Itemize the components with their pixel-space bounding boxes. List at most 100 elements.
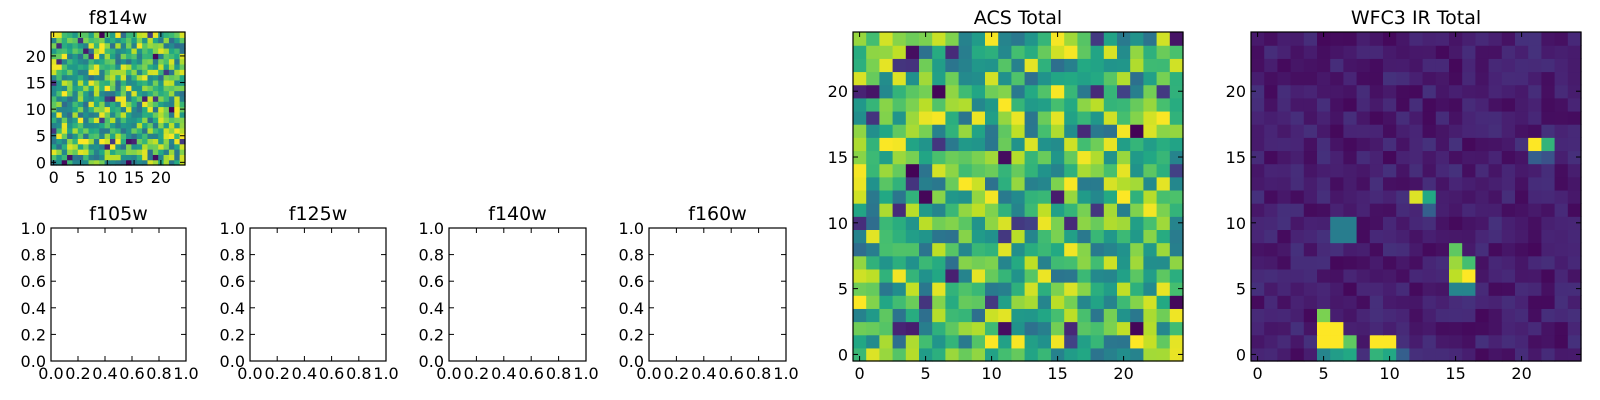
heatmap-cell — [1303, 97, 1318, 112]
heatmap-cell — [1077, 242, 1092, 257]
heatmap-cell — [1475, 282, 1490, 296]
heatmap-cell — [919, 295, 933, 309]
heatmap-cell — [109, 69, 116, 76]
heatmap-cell — [120, 106, 127, 113]
heatmap-cell — [1396, 295, 1410, 309]
heatmap-cell — [163, 85, 170, 92]
heatmap-cell — [1156, 97, 1171, 112]
heatmap-cell — [174, 85, 181, 92]
heatmap-cell — [142, 111, 149, 118]
heatmap-cell — [99, 149, 106, 155]
heatmap-cell — [1449, 137, 1463, 152]
heatmap-cell — [72, 111, 79, 118]
heatmap-cell — [174, 90, 181, 97]
heatmap-cell — [1103, 45, 1118, 59]
heatmap-cell — [1130, 347, 1144, 362]
heatmap-cell — [1515, 334, 1529, 349]
heatmap-cell — [56, 106, 63, 113]
chart-title: f160w — [688, 203, 747, 225]
heatmap-cell — [1251, 163, 1265, 178]
heatmap-cell — [83, 138, 90, 145]
heatmap-cell — [1528, 110, 1542, 125]
heatmap-cell — [919, 308, 933, 323]
heatmap-cell — [109, 154, 116, 161]
heatmap-cell — [1330, 150, 1344, 165]
heatmap-cell — [1541, 32, 1556, 46]
heatmap-cell — [1515, 71, 1529, 86]
heatmap-cell — [1409, 295, 1424, 309]
heatmap-cell — [1501, 176, 1516, 191]
heatmap-cell — [985, 242, 999, 257]
heatmap-cell — [1037, 150, 1052, 165]
heatmap-cell — [1117, 176, 1131, 191]
heatmap-cell — [1528, 295, 1542, 309]
heatmap-cell — [985, 137, 999, 152]
heatmap-cell — [1103, 163, 1118, 178]
heatmap-cell — [142, 32, 149, 38]
heatmap-cell — [1037, 203, 1052, 217]
heatmap-cell — [158, 101, 165, 108]
heatmap-cell — [1409, 216, 1424, 230]
heatmap-cell — [998, 203, 1012, 217]
heatmap-cell — [853, 189, 867, 204]
heatmap-cell — [945, 124, 960, 138]
heatmap-cell — [1011, 84, 1026, 99]
heatmap-cell — [1051, 84, 1065, 99]
heatmap-cell — [115, 63, 122, 70]
heatmap-cell — [1090, 255, 1105, 270]
heatmap-cell — [163, 37, 170, 44]
heatmap-cell — [1169, 334, 1184, 349]
heatmap-cell — [1130, 58, 1144, 73]
heatmap-cell — [99, 154, 106, 161]
heatmap-cell — [152, 133, 159, 139]
heatmap-cell — [126, 53, 132, 60]
heatmap-cell — [142, 101, 149, 108]
heatmap-cell — [88, 32, 95, 38]
heatmap-cell — [1567, 84, 1582, 99]
heatmap-cell — [1290, 189, 1305, 204]
heatmap-cell — [1369, 150, 1384, 165]
y-tick-label: 0 — [1236, 345, 1246, 364]
heatmap-cell — [1541, 308, 1556, 323]
heatmap-cell — [136, 133, 143, 139]
heatmap-cell — [1515, 84, 1529, 99]
heatmap-cell — [131, 117, 138, 124]
heatmap-cell — [1449, 347, 1463, 362]
heatmap-cell — [136, 69, 143, 76]
heatmap-cell — [67, 154, 74, 161]
heatmap-cell — [998, 124, 1012, 138]
heatmap-cell — [919, 282, 933, 296]
heatmap-cell — [174, 159, 181, 166]
heatmap-cell — [1077, 97, 1092, 112]
heatmap-cell — [109, 37, 116, 44]
heatmap-cell — [1567, 295, 1582, 309]
heatmap-cell — [1462, 71, 1476, 86]
heatmap-cell — [67, 53, 74, 60]
heatmap-cell — [1383, 58, 1397, 73]
heatmap-cell — [1343, 308, 1358, 323]
heatmap-cell — [932, 268, 946, 283]
heatmap-cell — [163, 74, 170, 81]
heatmap-cell — [1090, 58, 1105, 73]
y-tick-label: 0.2 — [419, 325, 444, 344]
heatmap-cell — [88, 149, 95, 155]
heatmap-cell — [93, 149, 100, 155]
heatmap-cell — [77, 143, 84, 150]
heatmap-cell — [109, 111, 116, 118]
heatmap-cell — [1449, 176, 1463, 191]
heatmap-cell — [932, 163, 946, 178]
heatmap-cell — [919, 110, 933, 125]
heatmap-cell — [158, 58, 165, 65]
heatmap-cell — [179, 138, 186, 145]
heatmap-cell — [1409, 189, 1424, 204]
x-tick-label: 15 — [124, 168, 144, 187]
heatmap-cell — [1330, 97, 1344, 112]
heatmap-cell — [1567, 347, 1582, 362]
heatmap-cell — [971, 203, 986, 217]
heatmap-cell — [892, 176, 907, 191]
heatmap-cell — [1169, 189, 1184, 204]
heatmap-cell — [1554, 268, 1569, 283]
heatmap-cell — [998, 229, 1012, 244]
heatmap-cell — [131, 122, 138, 129]
heatmap-cell — [115, 95, 122, 102]
